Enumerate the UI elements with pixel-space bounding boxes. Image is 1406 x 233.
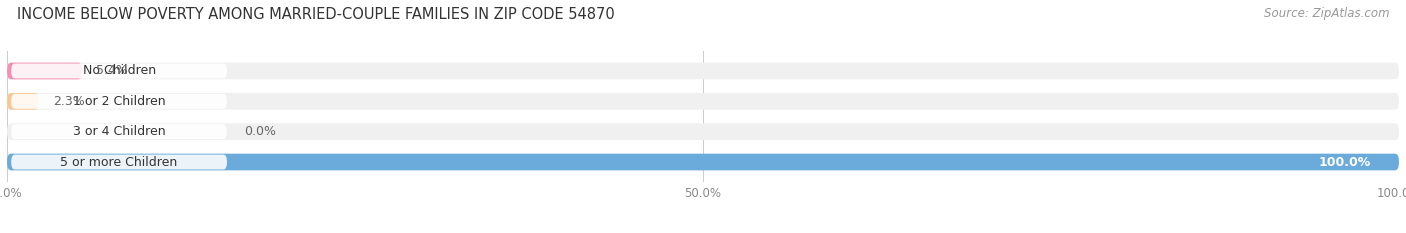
Text: 3 or 4 Children: 3 or 4 Children (73, 125, 166, 138)
FancyBboxPatch shape (7, 63, 82, 79)
FancyBboxPatch shape (7, 123, 1399, 140)
FancyBboxPatch shape (11, 94, 226, 109)
FancyBboxPatch shape (7, 154, 1399, 170)
Text: INCOME BELOW POVERTY AMONG MARRIED-COUPLE FAMILIES IN ZIP CODE 54870: INCOME BELOW POVERTY AMONG MARRIED-COUPL… (17, 7, 614, 22)
Text: 1 or 2 Children: 1 or 2 Children (73, 95, 166, 108)
Text: 5.4%: 5.4% (96, 65, 128, 78)
Text: 0.0%: 0.0% (243, 125, 276, 138)
Text: No Children: No Children (83, 65, 156, 78)
FancyBboxPatch shape (7, 63, 1399, 79)
Text: 100.0%: 100.0% (1319, 155, 1371, 168)
Text: 5 or more Children: 5 or more Children (60, 155, 177, 168)
FancyBboxPatch shape (11, 64, 226, 79)
FancyBboxPatch shape (11, 154, 226, 169)
FancyBboxPatch shape (7, 93, 39, 110)
FancyBboxPatch shape (7, 93, 1399, 110)
Text: 2.3%: 2.3% (53, 95, 84, 108)
FancyBboxPatch shape (11, 124, 226, 139)
Text: Source: ZipAtlas.com: Source: ZipAtlas.com (1264, 7, 1389, 20)
